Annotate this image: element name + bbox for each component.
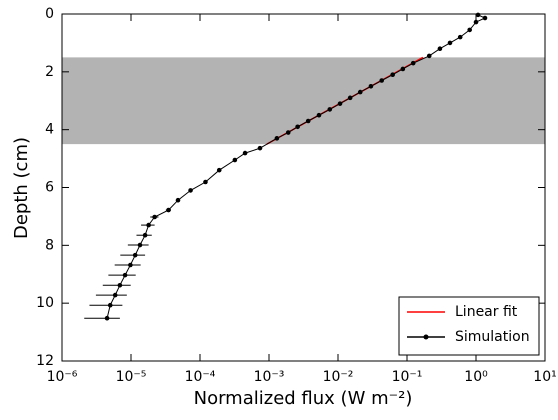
data-point (117, 282, 123, 288)
data-point (447, 40, 453, 46)
data-point (285, 130, 291, 135)
data-point (232, 157, 238, 163)
x-tick-label: 10¹ (533, 369, 556, 385)
data-point (410, 60, 416, 66)
data-point (188, 188, 193, 193)
data-point (142, 232, 148, 238)
data-point (152, 214, 157, 220)
shaded-band (62, 57, 545, 145)
y-tick-label: 10 (36, 295, 54, 311)
x-tick-label: 10⁻⁶ (47, 369, 78, 385)
data-point (295, 124, 300, 130)
data-point (112, 292, 118, 298)
legend-box (398, 296, 540, 356)
data-point (104, 315, 110, 321)
data-point (137, 242, 143, 248)
data-point (482, 15, 488, 21)
data-point (107, 302, 113, 308)
data-point (379, 78, 385, 83)
y-tick-label: 0 (45, 6, 54, 22)
x-tick-label: 10⁻³ (254, 369, 285, 385)
data-point (316, 112, 322, 118)
data-point (475, 12, 481, 18)
data-point (390, 72, 395, 78)
data-point (357, 89, 363, 95)
x-tick-label: 10⁻⁵ (116, 369, 147, 385)
y-tick-label: 4 (45, 122, 54, 138)
data-point (274, 136, 280, 141)
data-point (305, 118, 311, 124)
data-point (473, 19, 479, 25)
data-point (257, 145, 263, 151)
data-point (128, 262, 133, 268)
data-point (337, 101, 343, 106)
plot-frame (61, 13, 546, 362)
data-point (166, 207, 171, 213)
data-point (426, 53, 432, 59)
data-point (327, 107, 333, 112)
data-point (122, 272, 128, 278)
data-point (203, 179, 208, 185)
y-axis-label: Depth (cm) (11, 137, 32, 239)
y-tick-label: 6 (45, 180, 54, 196)
legend-label: Simulation (455, 329, 530, 345)
data-point (175, 197, 181, 203)
data-point (242, 150, 248, 156)
data-point (216, 167, 222, 173)
data-point (368, 83, 374, 89)
data-point (400, 66, 406, 72)
x-tick-label: 10⁻² (323, 369, 354, 385)
data-point (132, 252, 138, 258)
y-tick-label: 12 (36, 353, 54, 369)
data-point (146, 222, 151, 228)
data-point (347, 95, 353, 101)
x-tick-label: 10⁻⁴ (185, 369, 216, 385)
x-tick-label: 10⁰ (464, 369, 488, 385)
x-tick-label: 10⁻¹ (392, 369, 423, 385)
data-point (457, 34, 463, 40)
legend-marker (423, 334, 429, 340)
legend-label: Linear fit (455, 304, 518, 320)
data-point (467, 27, 472, 33)
data-point (437, 46, 443, 51)
y-tick-label: 2 (45, 64, 54, 80)
y-tick-label: 8 (45, 237, 54, 253)
x-axis-label: Normalized flux (W m⁻²) (194, 388, 413, 409)
